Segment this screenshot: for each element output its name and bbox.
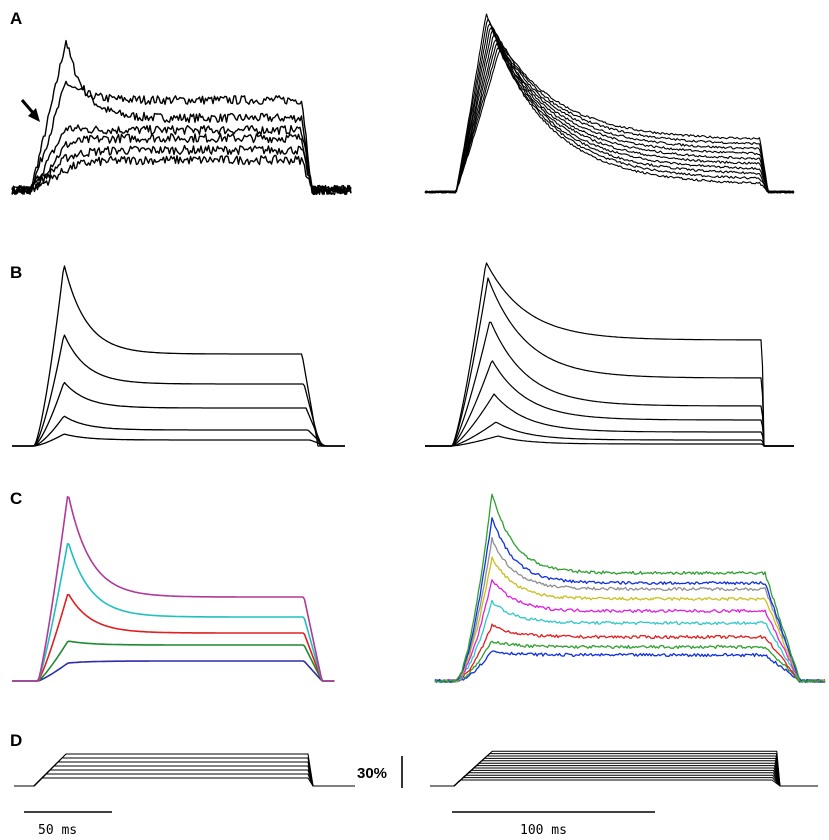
panel-b-left-trace xyxy=(12,415,345,447)
panel-d-right-trace xyxy=(430,762,818,787)
panel-a-right-trace xyxy=(424,39,795,194)
panel-d-left-trace xyxy=(14,753,355,787)
panel-c-right-trace xyxy=(434,623,826,684)
panel-b-left-traces xyxy=(12,265,345,447)
panel-d-right-trace xyxy=(430,779,818,787)
panel-c-right-trace xyxy=(434,579,826,683)
panel-d-left-traces xyxy=(14,753,355,787)
panel-c-left-traces xyxy=(12,496,335,682)
panel-c-right-trace xyxy=(434,536,826,683)
panel-c-right-trace xyxy=(434,493,826,683)
panel-a-right-trace xyxy=(424,42,795,194)
panel-label-c: C xyxy=(10,489,22,508)
panel-c-left-trace xyxy=(12,543,335,682)
panel-a-right-trace xyxy=(424,46,795,194)
panel-a-right-trace xyxy=(424,49,795,194)
panel-d-left-trace xyxy=(14,777,355,787)
panel-d-left-trace xyxy=(14,765,355,787)
panel-c-right-trace xyxy=(435,640,826,684)
panel-label-a: A xyxy=(10,9,22,28)
panel-d-right-trace xyxy=(430,765,818,787)
panel-d-right-traces xyxy=(430,750,818,787)
panel-a-left-trace xyxy=(11,124,352,195)
panel-c-left-trace xyxy=(12,594,335,682)
panel-c-right-trace xyxy=(434,599,826,684)
panel-a-left-trace xyxy=(11,144,352,195)
time-scale-label-left: 50 ms xyxy=(38,823,77,838)
panel-a-right-trace xyxy=(425,29,795,194)
panel-b-left-trace xyxy=(12,433,345,447)
panel-b-right-trace xyxy=(425,262,794,447)
panel-b-right-trace xyxy=(425,421,794,447)
arrow-icon xyxy=(20,99,40,122)
panel-a-right-trace xyxy=(424,23,795,194)
panel-a-left-traces xyxy=(11,39,352,196)
time-scale-label-right: 100 ms xyxy=(520,823,567,838)
panel-b-right-traces xyxy=(425,262,794,447)
panel-d-right-trace xyxy=(430,757,818,787)
panel-d-right-trace xyxy=(430,760,818,787)
panel-label-b: B xyxy=(10,263,22,282)
panel-c-left-trace xyxy=(12,640,335,682)
panel-b-right-trace xyxy=(425,321,794,447)
panel-label-d: D xyxy=(10,731,22,750)
panel-c-right-trace xyxy=(434,556,826,683)
panel-a-right-trace xyxy=(424,27,795,194)
panel-c-left-trace xyxy=(12,660,335,682)
panel-b-right-trace xyxy=(425,435,794,447)
panel-c-right-trace xyxy=(434,517,826,683)
panel-c-left-trace xyxy=(12,496,335,682)
panel-b-left-trace xyxy=(12,265,345,447)
panel-d-right-trace xyxy=(430,777,818,787)
panel-b-left-trace xyxy=(12,381,345,447)
panel-a-right-trace xyxy=(424,13,795,194)
panel-a-right-trace xyxy=(425,34,795,194)
panel-b-right-trace xyxy=(425,277,794,447)
panel-a-left-trace xyxy=(11,133,352,196)
panel-a-right-trace xyxy=(424,18,795,194)
amplitude-scale-label: 30% xyxy=(357,765,387,782)
panel-d-right-trace xyxy=(430,774,818,787)
panel-d-right-trace xyxy=(430,750,818,787)
panel-b-right-trace xyxy=(425,360,794,447)
panel-b-left-trace xyxy=(12,334,345,447)
panel-c-right-traces xyxy=(434,493,826,684)
panel-d-left-trace xyxy=(14,773,355,787)
panel-b-right-trace xyxy=(425,393,794,447)
panel-c-right-trace xyxy=(434,650,826,684)
panel-a-left-trace xyxy=(11,154,352,195)
panel-a-left-trace xyxy=(11,80,352,196)
panel-a-right-traces xyxy=(424,13,795,194)
panel-a-left-trace xyxy=(11,39,352,196)
